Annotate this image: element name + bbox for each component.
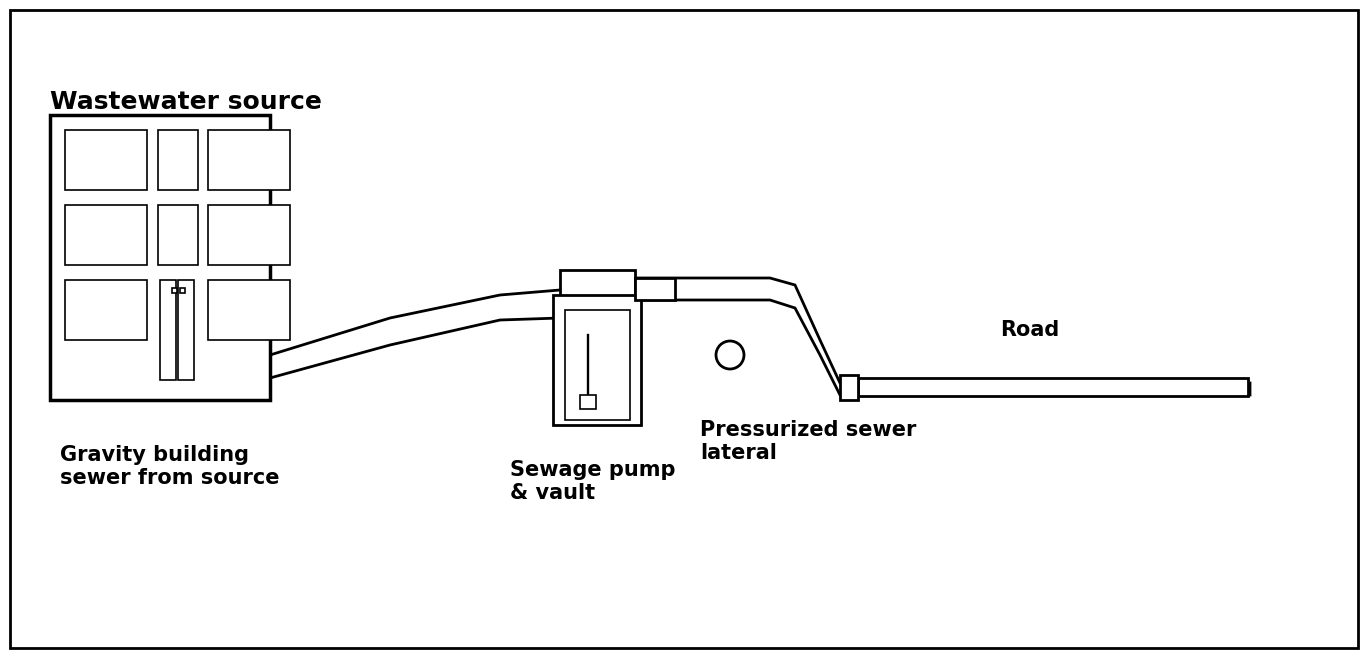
Bar [172,288,176,293]
Bar [553,295,642,425]
Bar [66,205,146,265]
Bar [635,278,674,300]
Bar [858,378,1248,396]
Bar [178,280,194,380]
Bar [157,205,198,265]
Bar [208,130,290,190]
Bar [565,310,631,420]
Circle shape [715,341,744,369]
Bar [580,395,596,409]
Text: Road: Road [1000,320,1059,340]
Bar [208,205,290,265]
Bar [208,280,290,340]
Bar [157,130,198,190]
Polygon shape [269,285,580,378]
Bar [160,280,176,380]
Polygon shape [635,278,1250,395]
Text: Wastewater source: Wastewater source [51,90,321,114]
Bar [66,130,146,190]
Text: Pressurized sewer
lateral: Pressurized sewer lateral [700,420,917,463]
Bar [66,280,146,340]
Text: Gravity building
sewer from source: Gravity building sewer from source [60,445,279,488]
Bar [51,115,269,400]
Bar [840,375,858,400]
Bar [181,288,185,293]
Text: Sewage pump
& vault: Sewage pump & vault [510,460,676,503]
Bar [560,270,635,300]
